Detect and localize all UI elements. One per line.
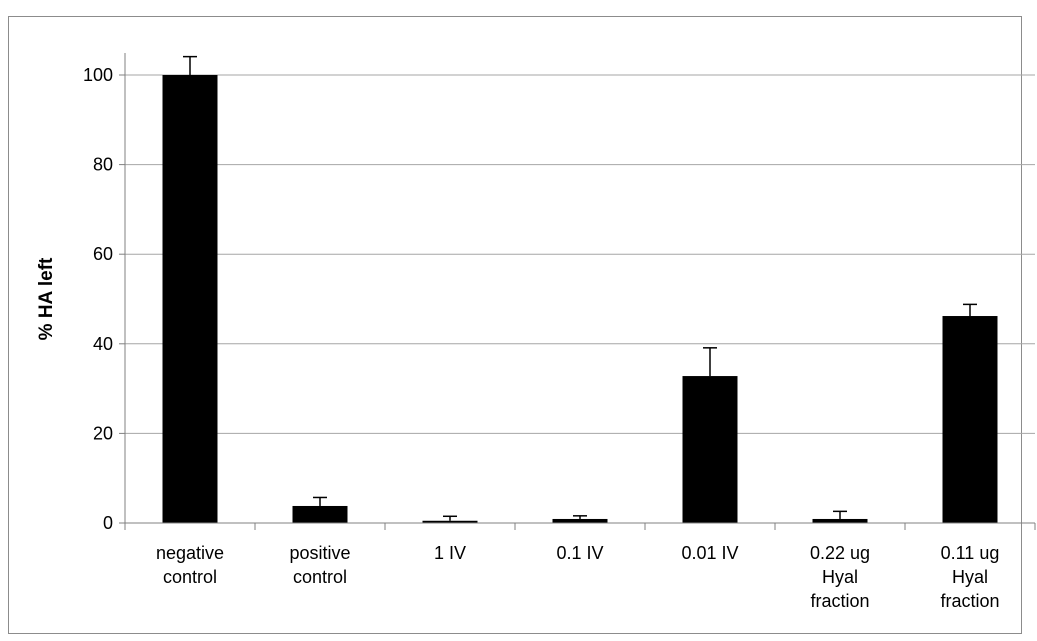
y-tick-label: 80 [93,155,113,175]
x-tick-label: 0.11 ug Hyal fraction [940,543,999,611]
bar [162,75,218,523]
gridlines [125,74,1035,434]
x-tick-labels: negative control positive control 1 IV 0.1 IV… [156,543,1000,611]
y-tick-label: 100 [83,65,113,85]
x-tick-label: 0.1 IV [556,543,603,563]
y-tick-label: 0 [103,513,113,533]
error-bar [833,510,847,519]
error-bar [963,303,977,317]
y-tick-label: 20 [93,423,113,443]
y-axis-label: % HA left [36,257,57,340]
error-bar [443,515,457,521]
bar [552,518,608,523]
axes [119,53,1036,530]
bar [942,316,998,523]
x-tick-label: negative control [156,543,224,587]
x-tick-label: positive control [289,543,350,587]
y-tick-labels: 0 20 40 60 80 100 [83,65,113,533]
y-tick-label: 40 [93,334,113,354]
bar [292,505,348,523]
x-tick-label: 0.22 ug Hyal fraction [810,543,870,611]
bar [682,376,738,523]
error-bar [183,55,197,75]
bar [422,520,478,523]
y-tick-label: 60 [93,244,113,264]
error-bar [573,515,587,519]
bars [162,55,998,523]
bar [812,518,868,523]
x-tick-label: 0.01 IV [681,543,738,563]
x-tick-label: 1 IV [434,543,466,563]
error-bar [703,347,717,377]
error-bar [313,496,327,506]
